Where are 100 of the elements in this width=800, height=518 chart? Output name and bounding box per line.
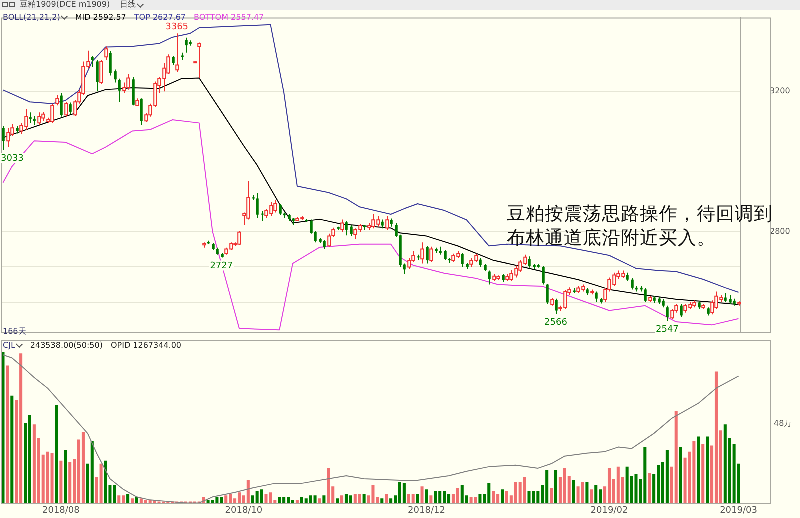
annotation: 2547: [656, 324, 679, 335]
bar: [447, 494, 451, 504]
bar: [126, 494, 130, 504]
text: CJL: [3, 341, 16, 350]
y-tick-label: 2800: [770, 227, 790, 236]
candlestick: [29, 112, 32, 124]
bar: [372, 485, 375, 504]
candlestick: [680, 304, 683, 318]
bar: [674, 411, 678, 504]
bar: [706, 436, 710, 504]
candlestick: [60, 92, 63, 118]
bar: [60, 460, 63, 504]
bar: [434, 491, 438, 504]
text: 243538.00(50:50): [30, 341, 103, 350]
annotation: 166天: [3, 326, 26, 337]
bar: [362, 494, 366, 504]
candlestick: [114, 69, 117, 84]
bar: [264, 494, 268, 504]
bar: [594, 485, 598, 504]
bar: [402, 484, 406, 504]
candlestick: [528, 256, 531, 268]
bar: [50, 453, 54, 504]
bar: [590, 490, 594, 504]
bar: [581, 482, 584, 504]
candlestick: [350, 224, 353, 237]
bar: [211, 500, 214, 504]
candlestick: [2, 126, 5, 151]
bar: [314, 496, 317, 504]
bar: [358, 494, 362, 504]
annotation: 2727: [210, 262, 234, 272]
bar: [349, 496, 352, 504]
bar: [679, 447, 682, 504]
bar: [523, 478, 526, 504]
candlestick: [595, 291, 598, 303]
bar: [478, 494, 482, 504]
text: BOTTOM 2557.47: [194, 13, 264, 22]
candlestick: [261, 210, 264, 222]
bar: [246, 480, 250, 504]
bar: [64, 450, 68, 504]
text: 48万: [774, 418, 792, 429]
y-tick-label: 3200: [770, 86, 790, 96]
bar: [380, 498, 384, 504]
bar: [702, 444, 705, 504]
bar: [474, 497, 478, 504]
bar: [224, 496, 228, 504]
candlestick: [140, 98, 143, 126]
candlestick: [631, 278, 634, 290]
bar: [500, 490, 504, 504]
candlestick: [555, 298, 558, 315]
bar: [28, 416, 32, 504]
bar: [550, 488, 554, 504]
chart-subtitle: 日线: [120, 0, 136, 10]
bar: [291, 500, 295, 504]
candlestick: [69, 102, 72, 115]
candlestick: [546, 284, 549, 305]
bar: [327, 468, 330, 504]
bar: [82, 432, 85, 504]
candlestick: [91, 56, 94, 68]
series-label: TOP 2627.67: [134, 13, 186, 22]
bar: [6, 366, 10, 504]
bar: [492, 491, 496, 504]
bar: [296, 500, 299, 504]
x-tick-label: 2018/10: [225, 506, 263, 516]
bar: [390, 498, 393, 504]
bar: [586, 482, 589, 504]
bar: [648, 472, 652, 504]
bar: [634, 474, 638, 504]
candlestick: [444, 250, 447, 261]
candlestick: [542, 266, 545, 286]
bar: [68, 462, 72, 504]
bar: [385, 494, 388, 504]
text: OPID 1267344.00: [110, 341, 182, 350]
bar: [118, 496, 121, 504]
candlestick: [118, 78, 121, 103]
bar: [420, 486, 424, 504]
bar: [336, 498, 340, 504]
bar: [666, 450, 669, 504]
bar: [90, 441, 94, 504]
bar: [608, 468, 612, 504]
bar: [425, 490, 428, 504]
bar: [100, 464, 103, 504]
x-tick-label: 2019/02: [590, 506, 628, 516]
bar: [10, 396, 14, 504]
annotation: BOLL(21,21,2): [3, 13, 60, 22]
bar: [260, 490, 264, 504]
bar: [340, 496, 344, 504]
x-tick-label: 2018/08: [42, 506, 80, 516]
candlestick: [345, 221, 348, 236]
bar: [554, 470, 558, 504]
candlestick: [666, 305, 669, 322]
candlestick: [488, 270, 491, 286]
candlestick: [109, 50, 112, 76]
bar: [412, 494, 415, 504]
candlestick: [96, 59, 99, 92]
candlestick: [185, 37, 188, 54]
x-tick-label: 2019/03: [720, 506, 758, 516]
annotation: 2566: [544, 318, 568, 328]
bar: [322, 496, 326, 504]
candlestick: [426, 246, 429, 264]
text: MID 2592.57: [75, 13, 126, 22]
